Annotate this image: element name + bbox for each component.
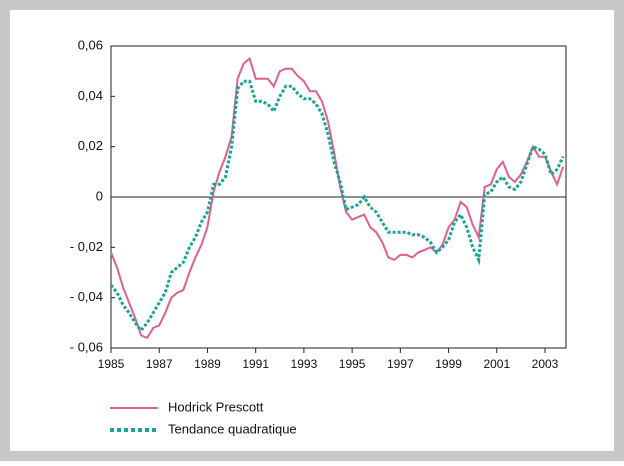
x-tick-label: 1993 xyxy=(291,357,318,371)
x-tick-label: 1985 xyxy=(98,357,125,371)
x-tick-label: 1997 xyxy=(387,357,414,371)
x-tick-label: 2003 xyxy=(532,357,559,371)
series-line xyxy=(109,79,565,333)
x-tick-label: 2001 xyxy=(483,357,510,371)
x-tick-label: 1999 xyxy=(435,357,462,371)
legend-label: Hodrick Prescott xyxy=(168,399,264,414)
y-tick-label: - 0,04 xyxy=(70,289,103,304)
y-tick-label: 0,04 xyxy=(78,88,103,103)
x-tick-label: 1987 xyxy=(146,357,173,371)
y-tick-label: 0,06 xyxy=(78,37,103,52)
y-tick-label: - 0,06 xyxy=(70,339,103,354)
x-tick-label: 1995 xyxy=(339,357,366,371)
y-tick-label: - 0,02 xyxy=(70,239,103,254)
x-tick-label: 1991 xyxy=(242,357,269,371)
legend-label: Tendance quadratique xyxy=(168,421,297,436)
series-line xyxy=(110,56,565,340)
x-tick-label: 1989 xyxy=(194,357,221,371)
y-tick-label: 0,02 xyxy=(78,138,103,153)
y-tick-label: 0 xyxy=(96,188,103,203)
